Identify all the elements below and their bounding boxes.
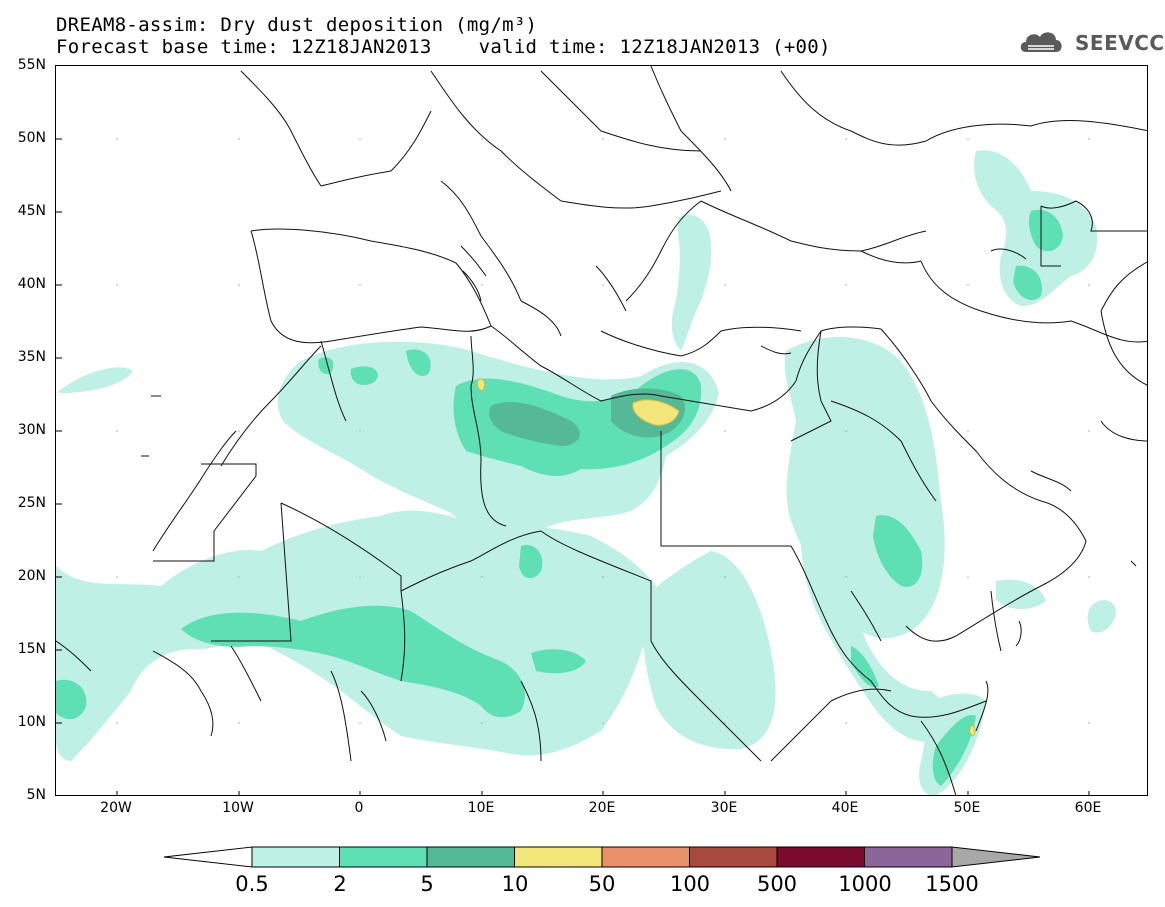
colorbar-label: 1000 [838, 872, 892, 896]
lat-label-15n: 15N [17, 641, 46, 657]
colorbar-segment [339, 846, 428, 868]
lon-label-0: 0 [354, 800, 364, 816]
graticule-dots [116, 138, 1090, 724]
colorbar-over-triangle [951, 846, 1041, 868]
lon-label-50e: 50E [953, 800, 981, 816]
colorbar-label: 50 [588, 872, 616, 896]
colorbar-label: 100 [669, 872, 711, 896]
dust-field-level-1 [56, 150, 1116, 795]
lon-label-10e: 10E [467, 800, 495, 816]
axis-ticks [56, 138, 1090, 795]
colorbar-label: 5 [420, 872, 434, 896]
colorbar-under-triangle [163, 846, 253, 868]
lon-label-20w: 20W [100, 800, 132, 816]
lat-label-50n: 50N [17, 130, 46, 146]
lat-label-10n: 10N [17, 714, 46, 730]
lon-label-10w: 10W [222, 800, 254, 816]
colorbar-label: 500 [756, 872, 798, 896]
lon-label-20e: 20E [588, 800, 616, 816]
colorbar-label: 10 [501, 872, 529, 896]
colorbar-label: 1500 [925, 872, 979, 896]
dust-deposition-map [55, 65, 1148, 796]
dust-field-level-4 [476, 378, 976, 737]
lon-label-60e: 60E [1074, 800, 1102, 816]
lat-label-30n: 30N [17, 422, 46, 438]
colorbar [163, 846, 1041, 868]
lat-label-55n: 55N [17, 57, 46, 73]
lon-label-40e: 40E [831, 800, 859, 816]
cloud-icon [1020, 32, 1062, 52]
colorbar-label: 0.5 [235, 872, 269, 896]
map-canvas [56, 66, 1147, 795]
colorbar-segment [776, 846, 865, 868]
map-title: DREAM8-assim: Dry dust deposition (mg/m³… [56, 14, 538, 36]
seevccc-logo: SEEVCCC [1075, 31, 1165, 55]
colorbar-segment [864, 846, 953, 868]
colorbar-label: 2 [333, 872, 347, 896]
forecast-time-line: Forecast base time: 12Z18JAN2013 valid t… [56, 36, 831, 58]
colorbar-segment [251, 846, 340, 868]
lon-label-30e: 30E [710, 800, 738, 816]
colorbar-segment [426, 846, 515, 868]
lat-label-35n: 35N [17, 349, 46, 365]
lat-label-45n: 45N [17, 203, 46, 219]
lat-label-20n: 20N [17, 568, 46, 584]
colorbar-segment [601, 846, 690, 868]
coastlines-borders [56, 66, 1147, 795]
lat-label-5n: 5N [26, 787, 46, 803]
lat-label-25n: 25N [17, 495, 46, 511]
colorbar-segment [689, 846, 778, 868]
lat-label-40n: 40N [17, 276, 46, 292]
colorbar-segment [514, 846, 603, 868]
